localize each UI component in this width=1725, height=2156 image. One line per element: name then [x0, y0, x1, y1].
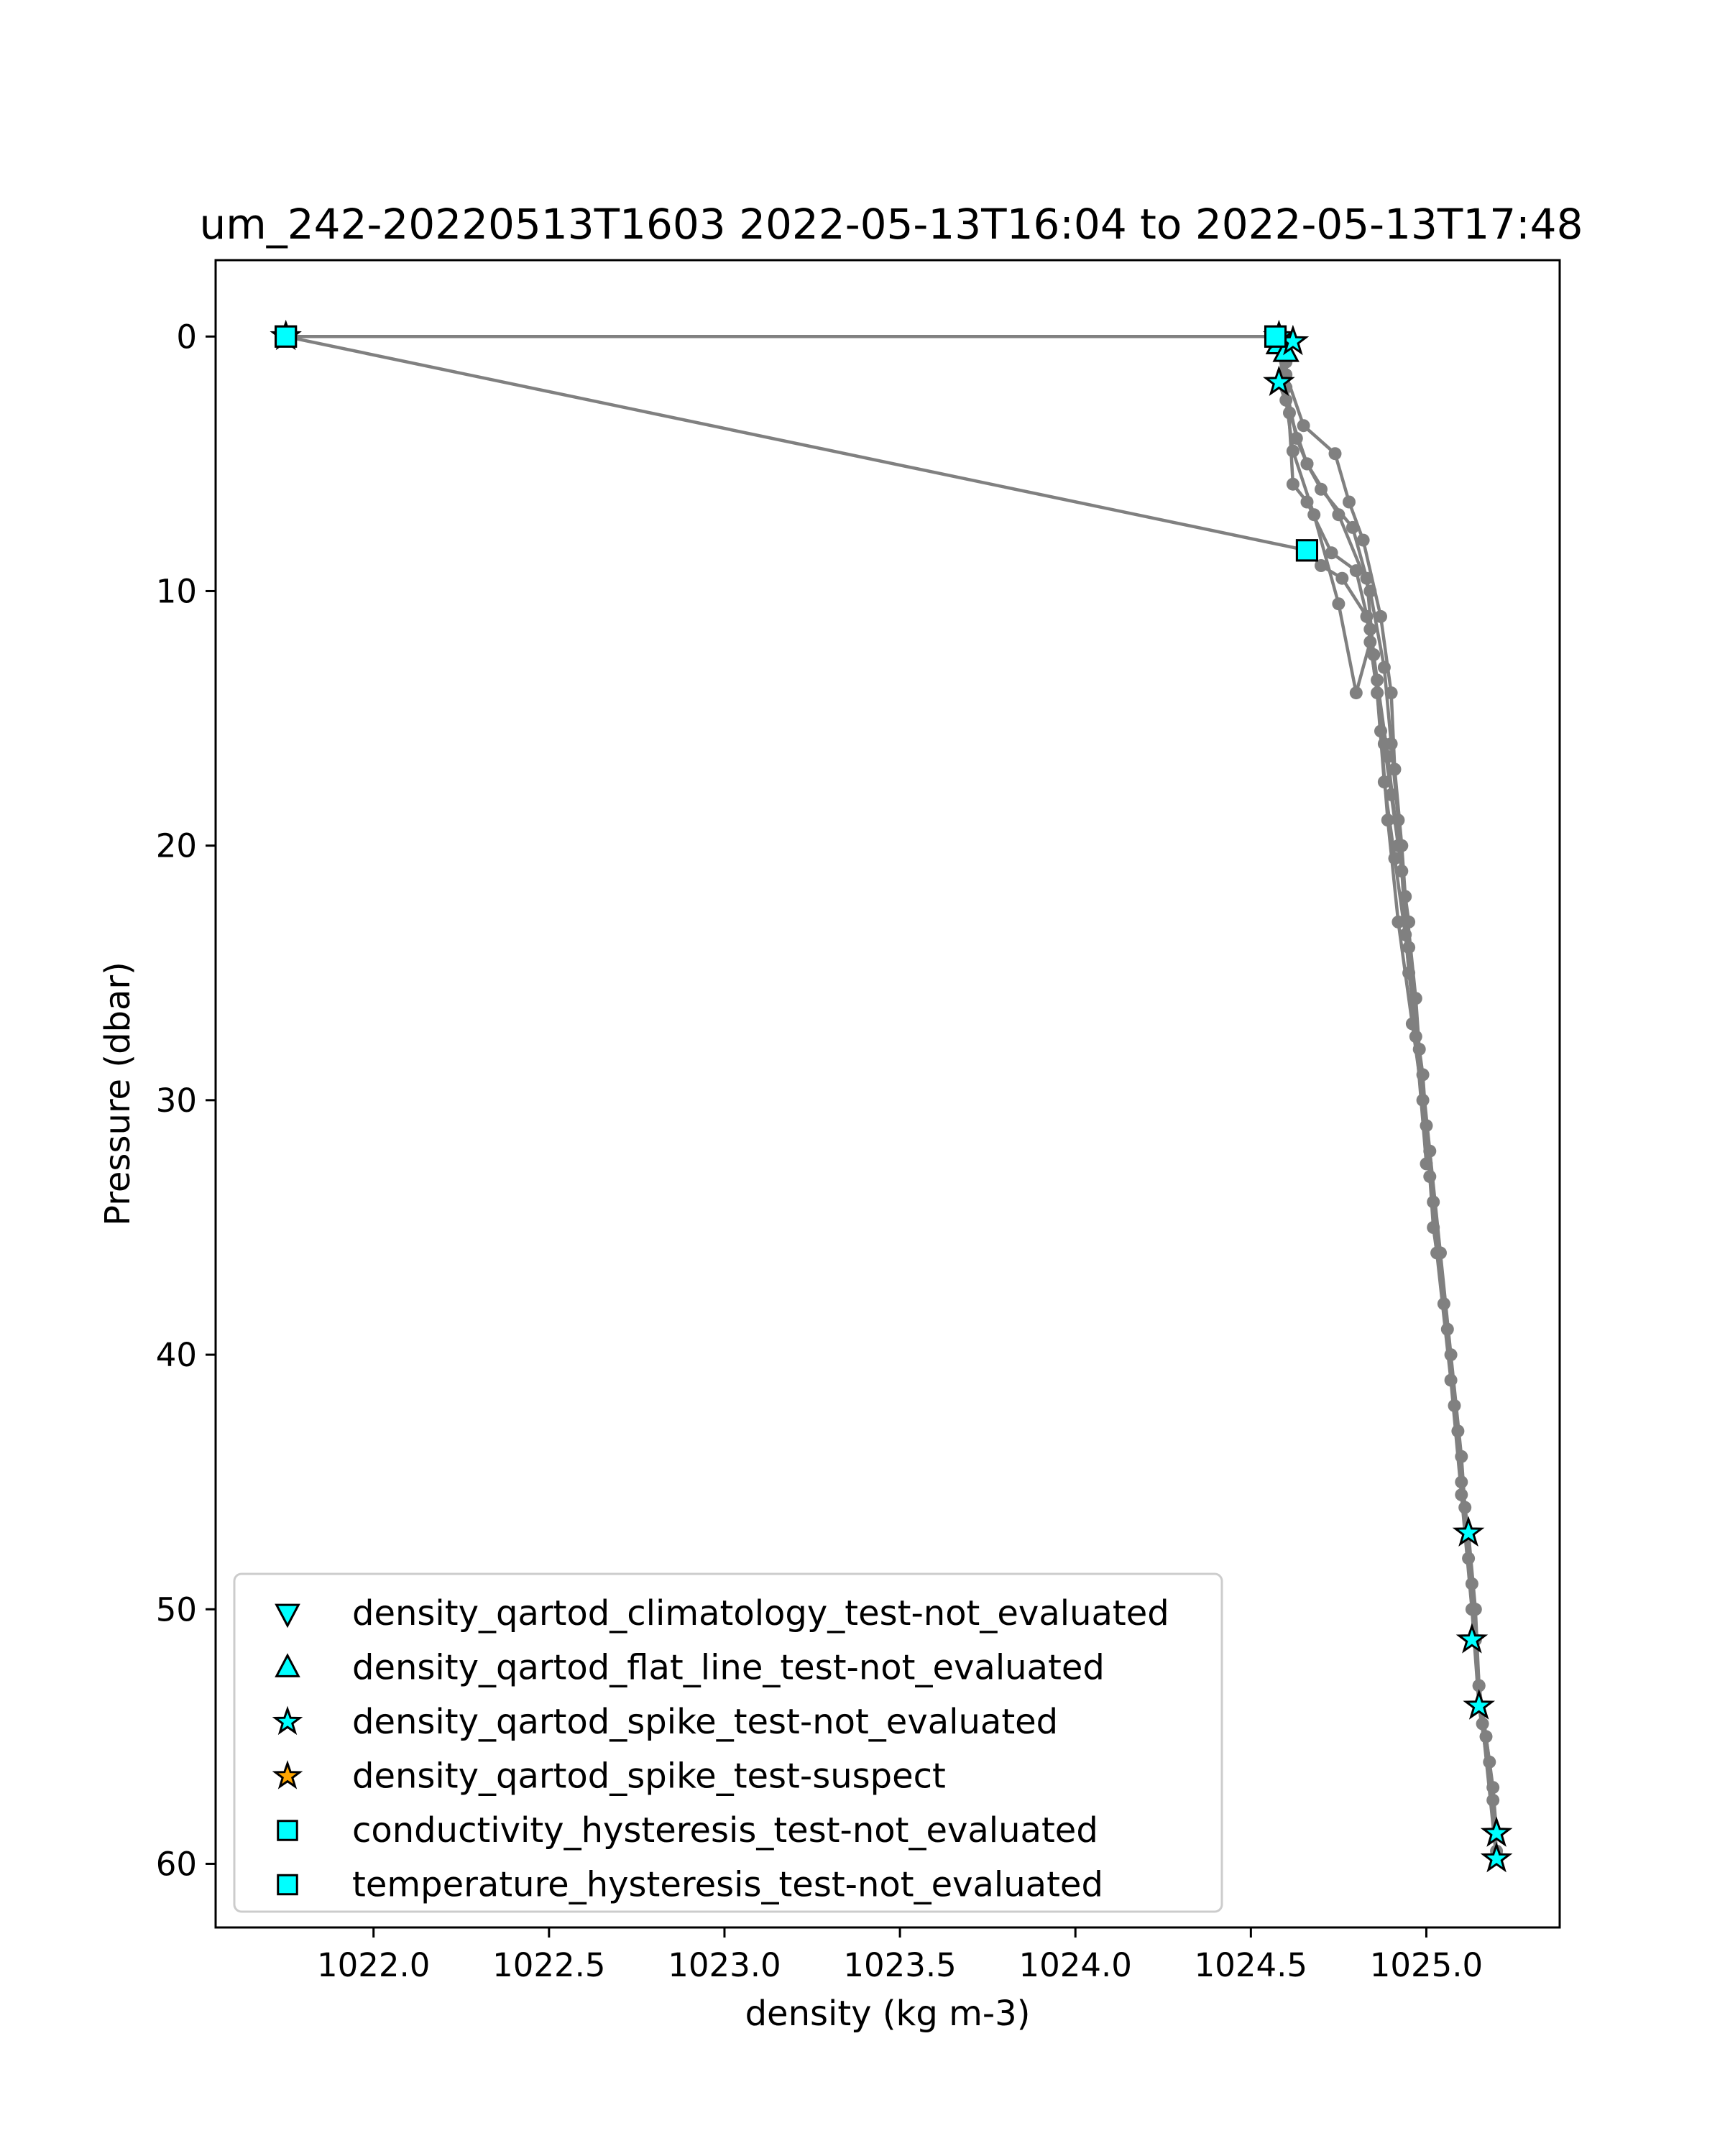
- legend-items: density_qartod_climatology_test-not_eval…: [272, 1593, 1169, 1905]
- x-tick-label: 1022.5: [492, 1946, 605, 1984]
- x-tick-label: 1023.0: [668, 1946, 781, 1984]
- profile-point: [1335, 571, 1349, 585]
- profile-point: [1399, 928, 1412, 941]
- profile-point: [1349, 686, 1363, 700]
- profile-point: [1384, 686, 1398, 700]
- profile-point: [1363, 622, 1377, 636]
- profile-point: [1332, 597, 1346, 611]
- profile-point: [1455, 1488, 1468, 1501]
- profile-point: [1486, 1793, 1500, 1807]
- legend-marker-2: [275, 1653, 300, 1677]
- y-tick-label: 50: [156, 1590, 197, 1628]
- profile-point: [1332, 508, 1346, 522]
- y-tick-label: 40: [156, 1336, 197, 1374]
- profile-point: [1423, 1170, 1437, 1184]
- profile-point: [1300, 495, 1314, 509]
- profile-point: [1374, 609, 1387, 623]
- profile-point: [1315, 559, 1328, 572]
- y-tick-label: 60: [156, 1845, 197, 1883]
- qc-marker-6: [275, 325, 298, 348]
- profile-point: [1286, 477, 1300, 491]
- legend-marker-5: [277, 1820, 298, 1841]
- profile-point: [1286, 444, 1300, 458]
- x-tick-label: 1023.5: [843, 1946, 956, 1984]
- legend-label-6: temperature_hysteresis_test-not_evaluate…: [352, 1865, 1103, 1905]
- profile-point: [1409, 1030, 1422, 1044]
- x-tick-label: 1022.0: [317, 1946, 430, 1984]
- y-tick-label: 0: [176, 318, 197, 356]
- profile-point: [1381, 750, 1394, 763]
- legend-label-5: conductivity_hysteresis_test-not_evaluat…: [352, 1810, 1098, 1851]
- profile-point: [1465, 1577, 1478, 1590]
- profile-point: [1325, 546, 1338, 560]
- legend-label-3: density_qartod_spike_test-not_evaluated: [352, 1702, 1058, 1742]
- y-tick-label: 30: [156, 1082, 197, 1120]
- legend-frame: [233, 1572, 1223, 1913]
- x-axis-label: density (kg m-3): [745, 1994, 1031, 2034]
- qc-marker-3: [1480, 1816, 1513, 1847]
- profile-point: [1328, 447, 1342, 461]
- profile-point: [1402, 915, 1416, 929]
- legend-label-1: density_qartod_climatology_test-not_eval…: [352, 1593, 1169, 1634]
- y-tick-label: 20: [156, 827, 197, 865]
- legend-label-2: density_qartod_flat_line_test-not_evalua…: [352, 1648, 1105, 1688]
- x-axis: 1022.0 1022.5 1023.0 1023.5 1024.0 1024.5 1025…: [317, 1927, 1483, 1984]
- profile-point: [1349, 564, 1363, 578]
- profile-point: [1444, 1373, 1458, 1387]
- legend-label-4: density_qartod_spike_test-suspect: [352, 1756, 946, 1797]
- profile-line-6: [1284, 361, 1411, 923]
- profile-point: [1300, 457, 1314, 471]
- profile-point: [1388, 763, 1402, 776]
- markers-layer: [270, 319, 1513, 1873]
- profile-point: [1371, 673, 1384, 687]
- profile-point: [1343, 495, 1356, 509]
- qc-marker-3: [1263, 365, 1295, 396]
- x-tick-label: 1024.5: [1195, 1946, 1307, 1984]
- y-axis-label: Pressure (dbar): [98, 962, 138, 1226]
- profile-point: [1297, 419, 1310, 433]
- qc-marker-3: [1480, 1841, 1513, 1873]
- plot-frame: [214, 259, 1561, 1929]
- profile-point: [1377, 775, 1391, 789]
- profile-point: [1458, 1501, 1472, 1514]
- y-axis: 0 10 20 30 40 50 60: [156, 318, 216, 1883]
- profile-point: [1392, 839, 1405, 852]
- profile-point: [1440, 1322, 1454, 1336]
- profile-point: [1451, 1424, 1465, 1438]
- qc-marker-3: [1452, 1516, 1485, 1547]
- legend: density_qartod_climatology_test-not_eval…: [233, 1572, 1223, 1913]
- qc-marker-3: [1463, 1689, 1496, 1720]
- y-tick-label: 10: [156, 572, 197, 610]
- x-tick-label: 1024.0: [1018, 1946, 1131, 1984]
- profile-point: [1279, 393, 1293, 407]
- legend-marker-3: [272, 1705, 303, 1736]
- profile-point: [1356, 533, 1370, 547]
- profile-point: [1420, 1157, 1433, 1171]
- legend-marker-6: [277, 1874, 298, 1896]
- profile-point: [1346, 520, 1359, 534]
- qc-marker-6: [1264, 325, 1287, 348]
- qc-marker-6: [1295, 539, 1318, 562]
- profile-point: [1360, 571, 1374, 585]
- chart-title: um_242-20220513T1603 2022-05-13T16:04 to…: [200, 200, 1583, 249]
- profile-point: [1465, 1603, 1478, 1616]
- legend-marker-4: [272, 1760, 303, 1789]
- qc-marker-3: [1455, 1623, 1489, 1654]
- x-tick-label: 1025.0: [1370, 1946, 1483, 1984]
- legend-marker-1: [275, 1603, 300, 1628]
- profile-point: [1430, 1246, 1444, 1260]
- profile-point: [1315, 482, 1328, 496]
